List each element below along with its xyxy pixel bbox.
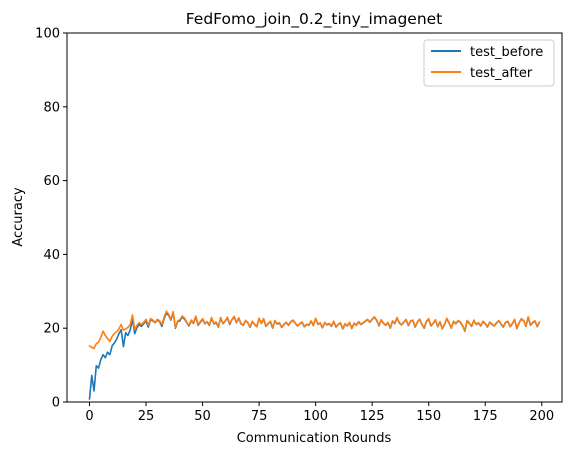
legend-label-test-before: test_before xyxy=(470,45,543,60)
x-tick-label: 125 xyxy=(360,409,385,424)
x-tick-label: 200 xyxy=(529,409,554,424)
y-axis-label: Accuracy xyxy=(11,187,26,247)
y-tick-label: 80 xyxy=(43,100,60,115)
plot-frame xyxy=(66,32,563,403)
x-tick-label: 100 xyxy=(303,409,328,424)
x-tick-label: 75 xyxy=(251,409,268,424)
legend-label-test-after: test_after xyxy=(470,66,533,81)
x-axis: 0 25 50 75 100 125 150 175 200 xyxy=(85,402,554,424)
x-tick-label: 175 xyxy=(473,409,498,424)
x-tick-label: 50 xyxy=(194,409,211,424)
y-tick-label: 100 xyxy=(35,27,60,42)
y-tick-label: 40 xyxy=(43,248,60,263)
y-tick-label: 60 xyxy=(43,174,60,189)
x-tick-label: 150 xyxy=(416,409,441,424)
series-layer xyxy=(88,310,541,400)
y-axis: 0 20 40 60 80 100 xyxy=(35,27,67,411)
y-tick-label: 0 xyxy=(52,396,60,411)
x-axis-label: Communication Rounds xyxy=(237,431,392,446)
series-line-test-after xyxy=(88,310,541,350)
y-tick-label: 20 xyxy=(43,322,60,337)
legend: test_before test_after xyxy=(423,39,555,87)
chart-title: FedFomo_join_0.2_tiny_imagenet xyxy=(186,10,443,29)
x-tick-label: 25 xyxy=(138,409,155,424)
x-tick-label: 0 xyxy=(85,409,93,424)
